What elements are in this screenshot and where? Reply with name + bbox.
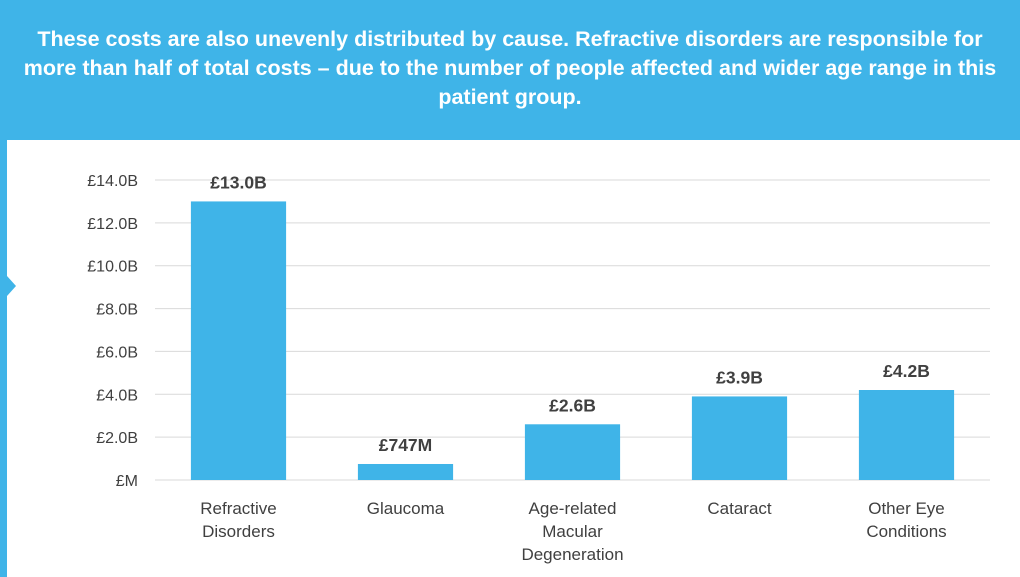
category-label: Other Eye Conditions — [866, 499, 946, 541]
y-tick-label: £8.0B — [96, 302, 138, 319]
data-labels: £13.0B £747M £2.6B £3.9B £4.2B — [210, 172, 930, 455]
data-label: £3.9B — [716, 367, 763, 387]
y-tick-label: £14.0B — [87, 173, 138, 190]
category-label: Glaucoma — [367, 499, 445, 518]
bar — [524, 424, 621, 480]
bars — [190, 201, 955, 480]
category-label: Refractive Disorders — [200, 499, 277, 541]
left-accent-bar — [0, 140, 7, 577]
y-tick-label: £2.0B — [96, 430, 138, 447]
y-tick-label: £10.0B — [87, 259, 138, 276]
bar — [858, 390, 955, 480]
headline-text: These costs are also unevenly distribute… — [23, 26, 997, 109]
category-label: Cataract — [707, 499, 772, 518]
data-label: £4.2B — [883, 361, 930, 381]
headline-banner: These costs are also unevenly distribute… — [0, 0, 1020, 140]
category-labels: Refractive Disorders Glaucoma Age-related Ma… — [200, 499, 946, 564]
data-label: £747M — [379, 435, 433, 455]
y-tick-label: £M — [116, 473, 138, 490]
bar — [691, 396, 788, 480]
y-tick-label: £6.0B — [96, 344, 138, 361]
category-label: Age-related Macular Degeneration — [521, 499, 623, 564]
data-label: £2.6B — [549, 395, 596, 415]
cost-by-cause-bar-chart: £M £2.0B £4.0B £6.0B £8.0B £10.0B £12.0B £14.0B… — [87, 172, 990, 564]
y-tick-label: £4.0B — [96, 387, 138, 404]
data-label: £13.0B — [210, 172, 266, 192]
bar — [357, 463, 454, 480]
y-axis-tick-labels: £M £2.0B £4.0B £6.0B £8.0B £10.0B £12.0B £14.0B — [87, 173, 138, 490]
left-pointer-arrow-icon — [7, 276, 16, 296]
bar — [190, 201, 287, 480]
y-tick-label: £12.0B — [87, 216, 138, 233]
